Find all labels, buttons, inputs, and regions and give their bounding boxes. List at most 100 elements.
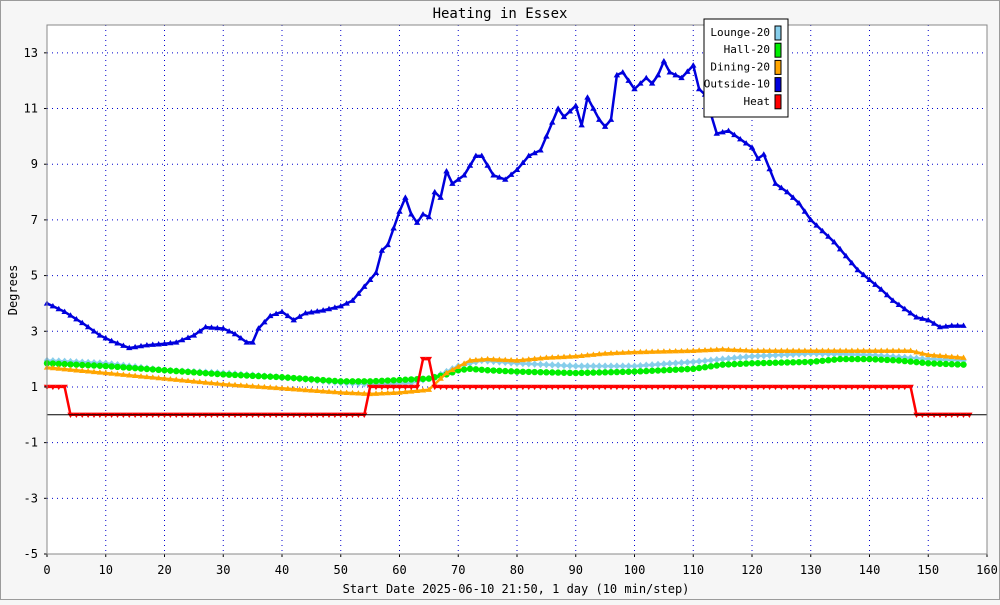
data-point-dining-20	[778, 347, 785, 353]
data-point-outside-10	[889, 297, 897, 303]
data-point-hall-20	[231, 371, 239, 379]
data-point-hall-20	[460, 366, 468, 373]
data-point-hall-20	[102, 362, 109, 370]
data-point-dining-20	[772, 347, 779, 353]
data-point-hall-20	[143, 365, 151, 373]
data-point-outside-10	[296, 313, 303, 319]
data-point-dining-20	[531, 355, 538, 362]
data-point-dining-20	[155, 374, 162, 381]
data-point-hall-20	[660, 367, 668, 374]
data-point-lounge-20	[613, 362, 621, 370]
data-point-outside-10	[754, 155, 762, 161]
data-point-dining-20	[825, 347, 832, 353]
data-point-heat	[102, 412, 109, 418]
data-point-dining-20	[954, 354, 961, 360]
data-point-heat	[725, 384, 732, 391]
x-tick-label: 30	[216, 563, 230, 577]
data-point-outside-10	[267, 312, 274, 319]
data-point-hall-20	[549, 369, 556, 376]
legend-swatch-heat	[774, 94, 782, 110]
data-point-dining-20	[455, 363, 462, 369]
data-point-outside-10	[349, 297, 356, 303]
data-point-outside-10	[519, 159, 527, 166]
data-point-heat	[331, 412, 339, 418]
data-point-dining-20	[836, 347, 844, 353]
data-point-hall-20	[384, 377, 391, 384]
data-point-hall-20	[760, 359, 767, 367]
data-point-outside-10	[760, 151, 767, 157]
data-point-outside-10	[637, 80, 644, 86]
data-point-outside-10	[308, 309, 315, 315]
data-point-lounge-20	[537, 360, 544, 369]
data-point-heat	[67, 412, 74, 418]
data-point-lounge-20	[666, 359, 673, 368]
data-point-dining-20	[231, 381, 239, 388]
data-point-heat	[402, 384, 409, 391]
data-point-heat	[631, 384, 638, 391]
data-point-outside-10	[507, 171, 515, 177]
legend-swatch-outside-10	[774, 77, 782, 93]
data-point-heat	[590, 384, 597, 391]
data-point-hall-20	[249, 372, 256, 380]
data-point-dining-20	[789, 347, 797, 353]
data-point-dining-20	[384, 389, 391, 396]
data-point-dining-20	[161, 375, 168, 381]
data-point-dining-20	[613, 349, 621, 356]
data-point-dining-20	[472, 356, 480, 363]
data-point-dining-20	[214, 380, 221, 386]
data-point-heat	[343, 412, 350, 418]
data-point-hall-20	[737, 360, 744, 368]
data-point-heat	[390, 384, 397, 391]
x-tick-label: 80	[510, 563, 524, 577]
data-point-outside-10	[713, 130, 720, 136]
data-point-lounge-20	[543, 360, 550, 369]
data-point-heat	[813, 384, 820, 391]
data-point-dining-20	[478, 356, 485, 362]
data-point-hall-20	[361, 378, 368, 385]
data-point-heat	[484, 384, 491, 391]
data-point-outside-10	[907, 309, 914, 316]
data-point-dining-20	[883, 347, 891, 353]
data-point-hall-20	[290, 374, 297, 382]
data-point-lounge-20	[643, 361, 650, 369]
y-tick-label: -1	[24, 436, 38, 450]
data-point-dining-20	[578, 352, 585, 358]
data-point-heat	[143, 412, 151, 418]
x-tick-label: 70	[451, 563, 465, 577]
data-point-outside-10	[490, 172, 497, 178]
data-point-hall-20	[825, 357, 832, 364]
data-point-heat	[619, 384, 626, 391]
data-point-hall-20	[925, 360, 932, 367]
data-point-heat	[948, 412, 955, 418]
data-point-hall-20	[578, 369, 585, 377]
data-point-lounge-20	[713, 355, 720, 364]
x-tick-label: 160	[976, 563, 998, 577]
data-point-hall-20	[813, 358, 820, 365]
data-point-heat	[396, 384, 403, 391]
data-point-outside-10	[55, 305, 62, 312]
data-point-heat	[742, 384, 750, 391]
data-point-heat	[895, 384, 903, 391]
data-point-outside-10	[895, 301, 903, 308]
data-point-outside-10	[549, 119, 556, 125]
data-point-hall-20	[648, 367, 656, 374]
data-point-dining-20	[114, 370, 121, 377]
data-point-outside-10	[396, 208, 403, 214]
data-point-dining-20	[549, 354, 556, 360]
data-point-hall-20	[948, 361, 955, 368]
data-point-dining-20	[402, 388, 409, 395]
data-point-heat	[61, 384, 68, 391]
data-point-outside-10	[202, 323, 209, 330]
data-point-heat	[137, 412, 145, 418]
data-point-dining-20	[449, 366, 456, 373]
data-point-dining-20	[137, 373, 145, 379]
data-point-heat	[378, 384, 386, 391]
data-point-dining-20	[343, 389, 350, 395]
data-point-lounge-20	[601, 362, 609, 370]
data-point-hall-20	[337, 378, 344, 385]
data-point-outside-10	[960, 322, 967, 328]
data-point-outside-10	[437, 194, 444, 200]
data-point-heat	[625, 384, 632, 391]
data-point-heat	[55, 384, 62, 391]
data-point-outside-10	[848, 259, 856, 266]
